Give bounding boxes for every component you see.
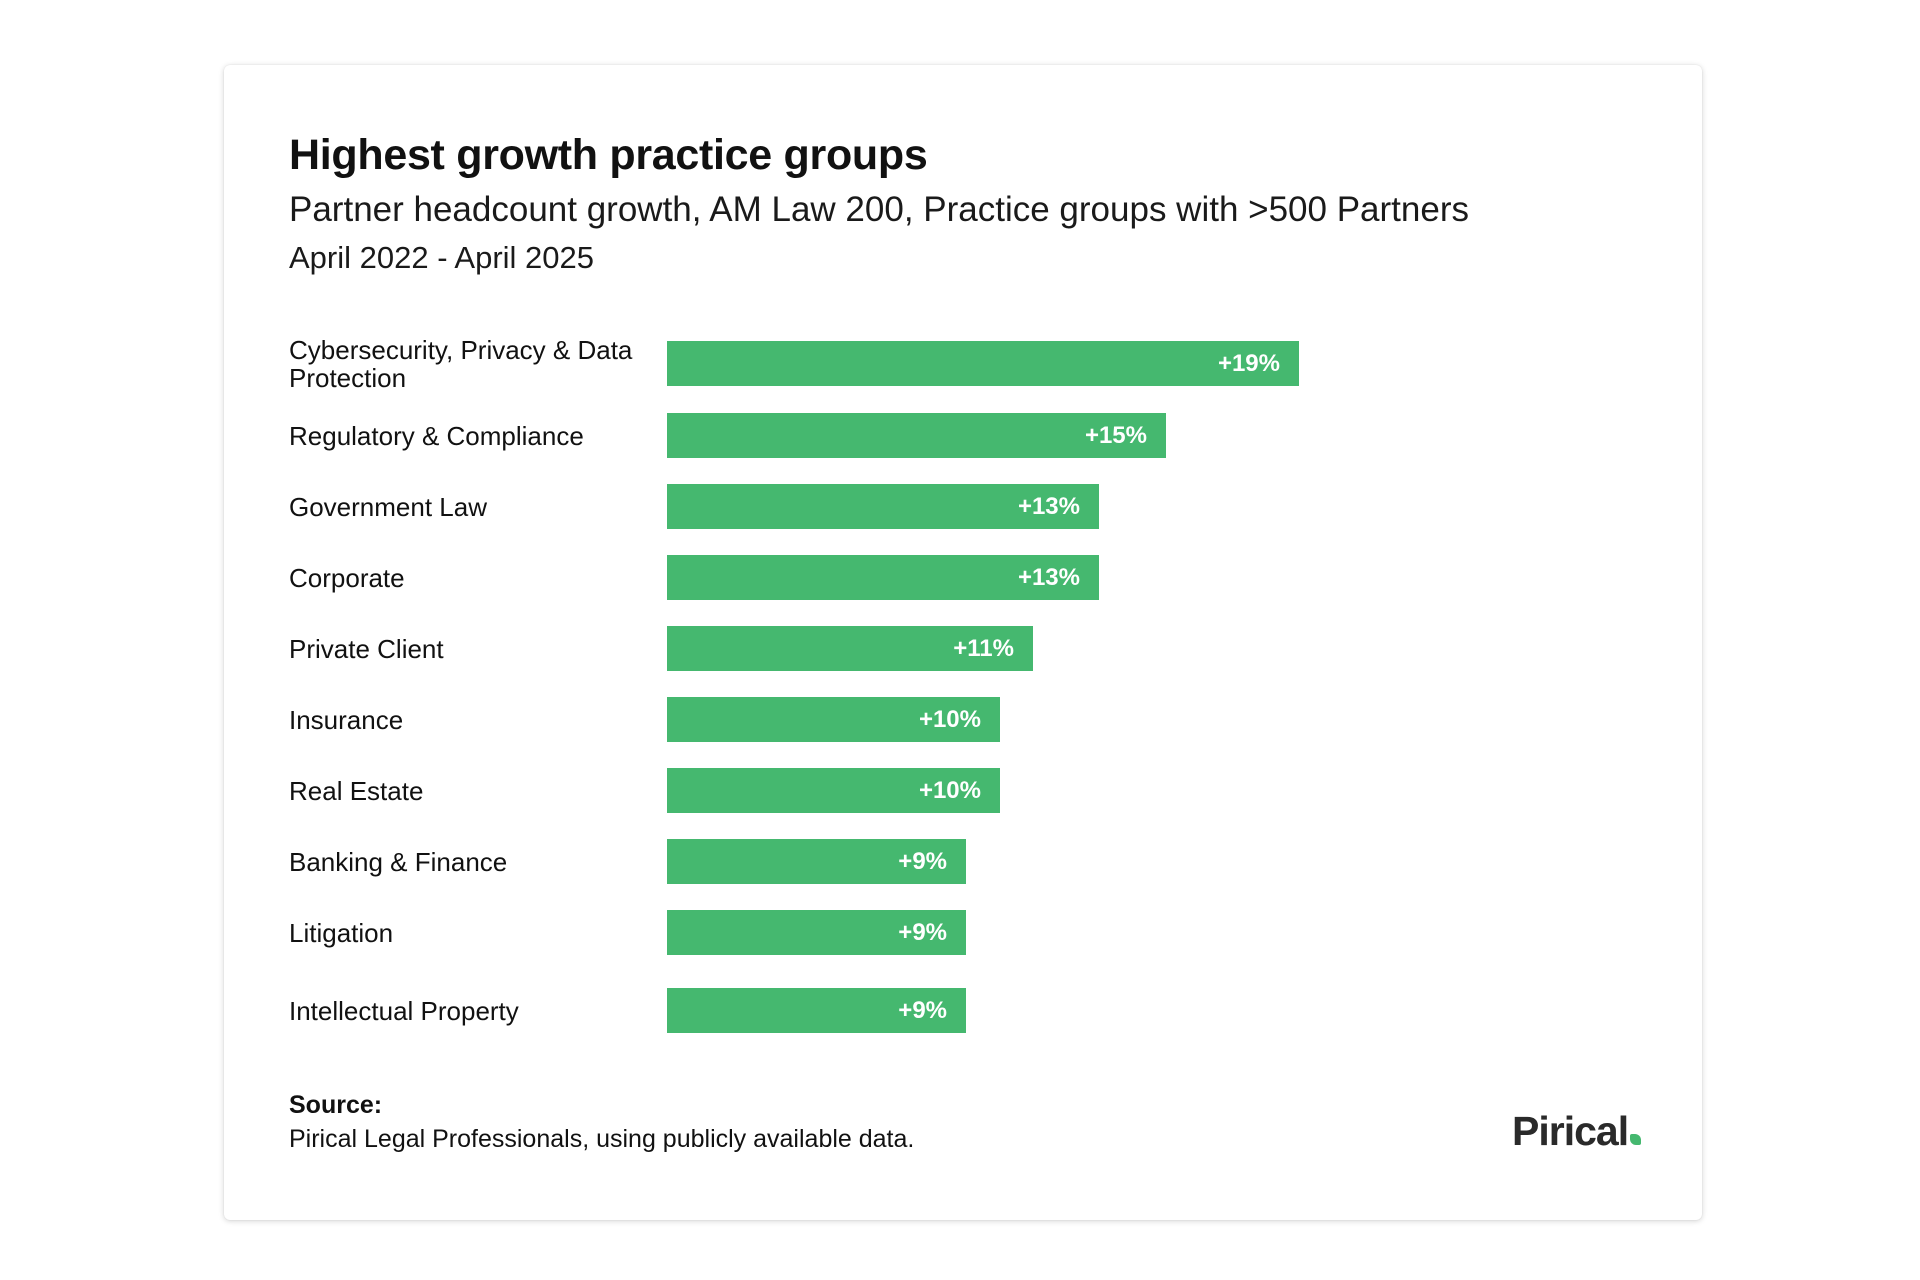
bar-row: Real Estate +10% xyxy=(289,768,1589,813)
bar-value-label: +13% xyxy=(1017,563,1080,591)
bar-value-label: +9% xyxy=(898,847,947,875)
bar: +10% xyxy=(667,697,1000,742)
bar-row: Cybersecurity, Privacy & Data Protection… xyxy=(289,336,1589,392)
category-label: Corporate xyxy=(289,562,405,593)
bar: +9% xyxy=(667,910,966,955)
bar: +9% xyxy=(667,839,966,884)
category-label: Cybersecurity, Privacy & Data Protection xyxy=(289,334,633,393)
category-label: Banking & Finance xyxy=(289,846,508,877)
bar: +9% xyxy=(667,988,966,1033)
bar-value-label: +11% xyxy=(953,634,1014,662)
bar-row: Private Client +11% xyxy=(289,626,1589,671)
bar-value-label: +15% xyxy=(1084,421,1147,449)
source-text: Pirical Legal Professionals, using publi… xyxy=(289,1125,915,1153)
date-range: April 2022 - April 2025 xyxy=(289,240,595,275)
bar-row: Litigation +9% xyxy=(289,910,1589,955)
bar: +10% xyxy=(667,768,1000,813)
bar-row: Corporate +13% xyxy=(289,555,1589,600)
bar: +11% xyxy=(667,626,1033,671)
source-heading: Source: xyxy=(289,1091,383,1119)
bar-row: Banking & Finance +9% xyxy=(289,839,1589,884)
bar-value-label: +10% xyxy=(918,776,981,804)
bar-value-label: +9% xyxy=(898,918,947,946)
bar-value-label: +13% xyxy=(1017,492,1080,520)
bar-value-label: +10% xyxy=(918,705,981,733)
category-label: Government Law xyxy=(289,491,487,522)
bar: +13% xyxy=(667,555,1099,600)
bar-row: Regulatory & Compliance +15% xyxy=(289,413,1589,458)
bar-row: Government Law +13% xyxy=(289,484,1589,529)
logo-wordmark: Pirical xyxy=(1512,1108,1629,1154)
category-label: Real Estate xyxy=(289,775,424,806)
bar-row: Intellectual Property +9% xyxy=(289,988,1589,1033)
bar: +19% xyxy=(667,341,1299,386)
pirical-logo: Pirical xyxy=(1512,1108,1642,1155)
bar-value-label: +19% xyxy=(1217,349,1280,377)
category-label: Private Client xyxy=(289,633,444,664)
chart-subtitle: Partner headcount growth, AM Law 200, Pr… xyxy=(289,190,1469,229)
chart-title: Highest growth practice groups xyxy=(289,131,928,179)
bar: +13% xyxy=(667,484,1099,529)
bar: +15% xyxy=(667,413,1166,458)
bar-value-label: +9% xyxy=(898,996,947,1024)
category-label: Intellectual Property xyxy=(289,995,519,1026)
bar-chart: Cybersecurity, Privacy & Data Protection… xyxy=(224,65,1702,1220)
bar-row: Insurance +10% xyxy=(289,697,1589,742)
category-label: Litigation xyxy=(289,917,394,948)
logo-dot-icon xyxy=(1630,1134,1642,1145)
chart-card: Highest growth practice groups Partner h… xyxy=(224,65,1702,1220)
category-label: Insurance xyxy=(289,704,404,735)
category-label: Regulatory & Compliance xyxy=(289,420,584,451)
